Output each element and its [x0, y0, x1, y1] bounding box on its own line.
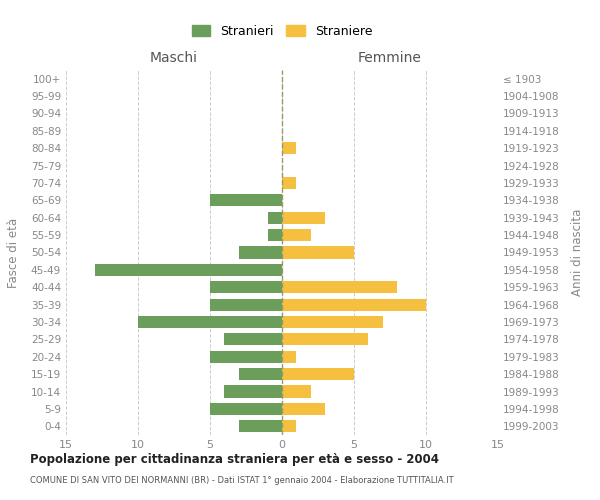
Text: COMUNE DI SAN VITO DEI NORMANNI (BR) - Dati ISTAT 1° gennaio 2004 - Elaborazione: COMUNE DI SAN VITO DEI NORMANNI (BR) - D…	[30, 476, 454, 485]
Bar	[138, 316, 282, 328]
Legend: Stranieri, Straniere: Stranieri, Straniere	[187, 20, 377, 42]
Bar	[282, 403, 325, 415]
Bar	[282, 420, 296, 432]
Bar	[282, 298, 426, 310]
Text: Popolazione per cittadinanza straniera per età e sesso - 2004: Popolazione per cittadinanza straniera p…	[30, 452, 439, 466]
Bar	[239, 420, 282, 432]
Bar	[224, 386, 282, 398]
Y-axis label: Fasce di età: Fasce di età	[7, 218, 20, 288]
Bar	[224, 334, 282, 345]
Bar	[282, 281, 397, 293]
Text: Femmine: Femmine	[358, 51, 422, 65]
Bar	[239, 368, 282, 380]
Bar	[282, 177, 296, 189]
Bar	[282, 368, 354, 380]
Bar	[210, 403, 282, 415]
Bar	[268, 212, 282, 224]
Bar	[239, 246, 282, 258]
Bar	[282, 246, 354, 258]
Bar	[210, 350, 282, 363]
Bar	[282, 229, 311, 241]
Bar	[282, 316, 383, 328]
Bar	[282, 212, 325, 224]
Y-axis label: Anni di nascita: Anni di nascita	[571, 209, 584, 296]
Bar	[282, 350, 296, 363]
Bar	[95, 264, 282, 276]
Bar	[282, 142, 296, 154]
Bar	[210, 281, 282, 293]
Bar	[210, 194, 282, 206]
Bar	[282, 334, 368, 345]
Bar	[282, 386, 311, 398]
Bar	[268, 229, 282, 241]
Text: Maschi: Maschi	[150, 51, 198, 65]
Bar	[210, 298, 282, 310]
